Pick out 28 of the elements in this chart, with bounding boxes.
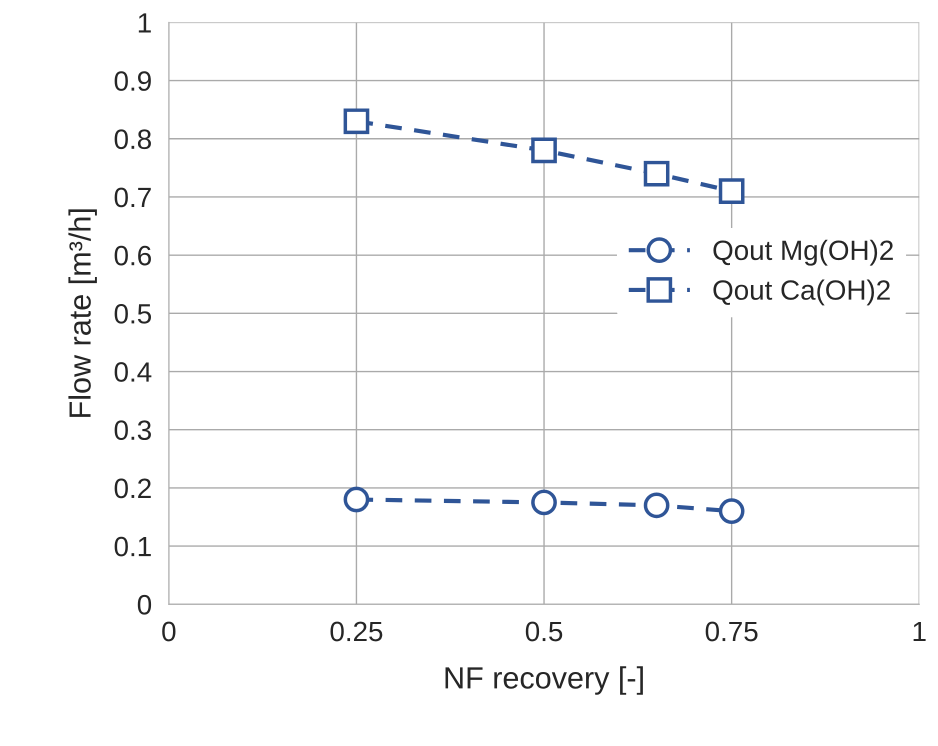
x-tick-label: 0 bbox=[162, 622, 176, 642]
y-tick-label: 0.2 bbox=[114, 478, 151, 498]
x-tick-label: 0.25 bbox=[330, 622, 382, 642]
legend-label: Qout Ca(OH)2 bbox=[713, 280, 890, 306]
point bbox=[644, 160, 670, 187]
point bbox=[644, 492, 670, 518]
y-tick-label: 0.6 bbox=[114, 246, 151, 266]
y-tick-label: 0.9 bbox=[114, 71, 151, 91]
y-tick-label: 0.5 bbox=[114, 304, 152, 324]
y-tick-label: 0.4 bbox=[114, 362, 152, 382]
x-tick-label: 0.5 bbox=[526, 622, 562, 642]
y-tick-label: 0.7 bbox=[114, 188, 151, 208]
x-tick-label: 1 bbox=[914, 622, 926, 642]
point bbox=[718, 178, 744, 204]
y-tick-label: 0.1 bbox=[114, 536, 151, 556]
point bbox=[531, 138, 557, 164]
legend-label: Qout Mg(OH)2 bbox=[713, 240, 893, 266]
y-axis-title: Flow rate [m³/h] bbox=[68, 209, 97, 417]
point bbox=[344, 108, 370, 134]
y-tick-label: 0.3 bbox=[114, 420, 151, 440]
y-tick-label: 0.8 bbox=[114, 129, 151, 150]
x-tick-label: 0.75 bbox=[706, 622, 758, 642]
y-tick-label: 0 bbox=[138, 594, 152, 615]
point bbox=[531, 490, 557, 516]
y-tick-label: 1 bbox=[138, 13, 151, 32]
x-axis-title: NF recovery [-] bbox=[446, 666, 643, 695]
point bbox=[718, 498, 744, 524]
point bbox=[344, 486, 370, 512]
